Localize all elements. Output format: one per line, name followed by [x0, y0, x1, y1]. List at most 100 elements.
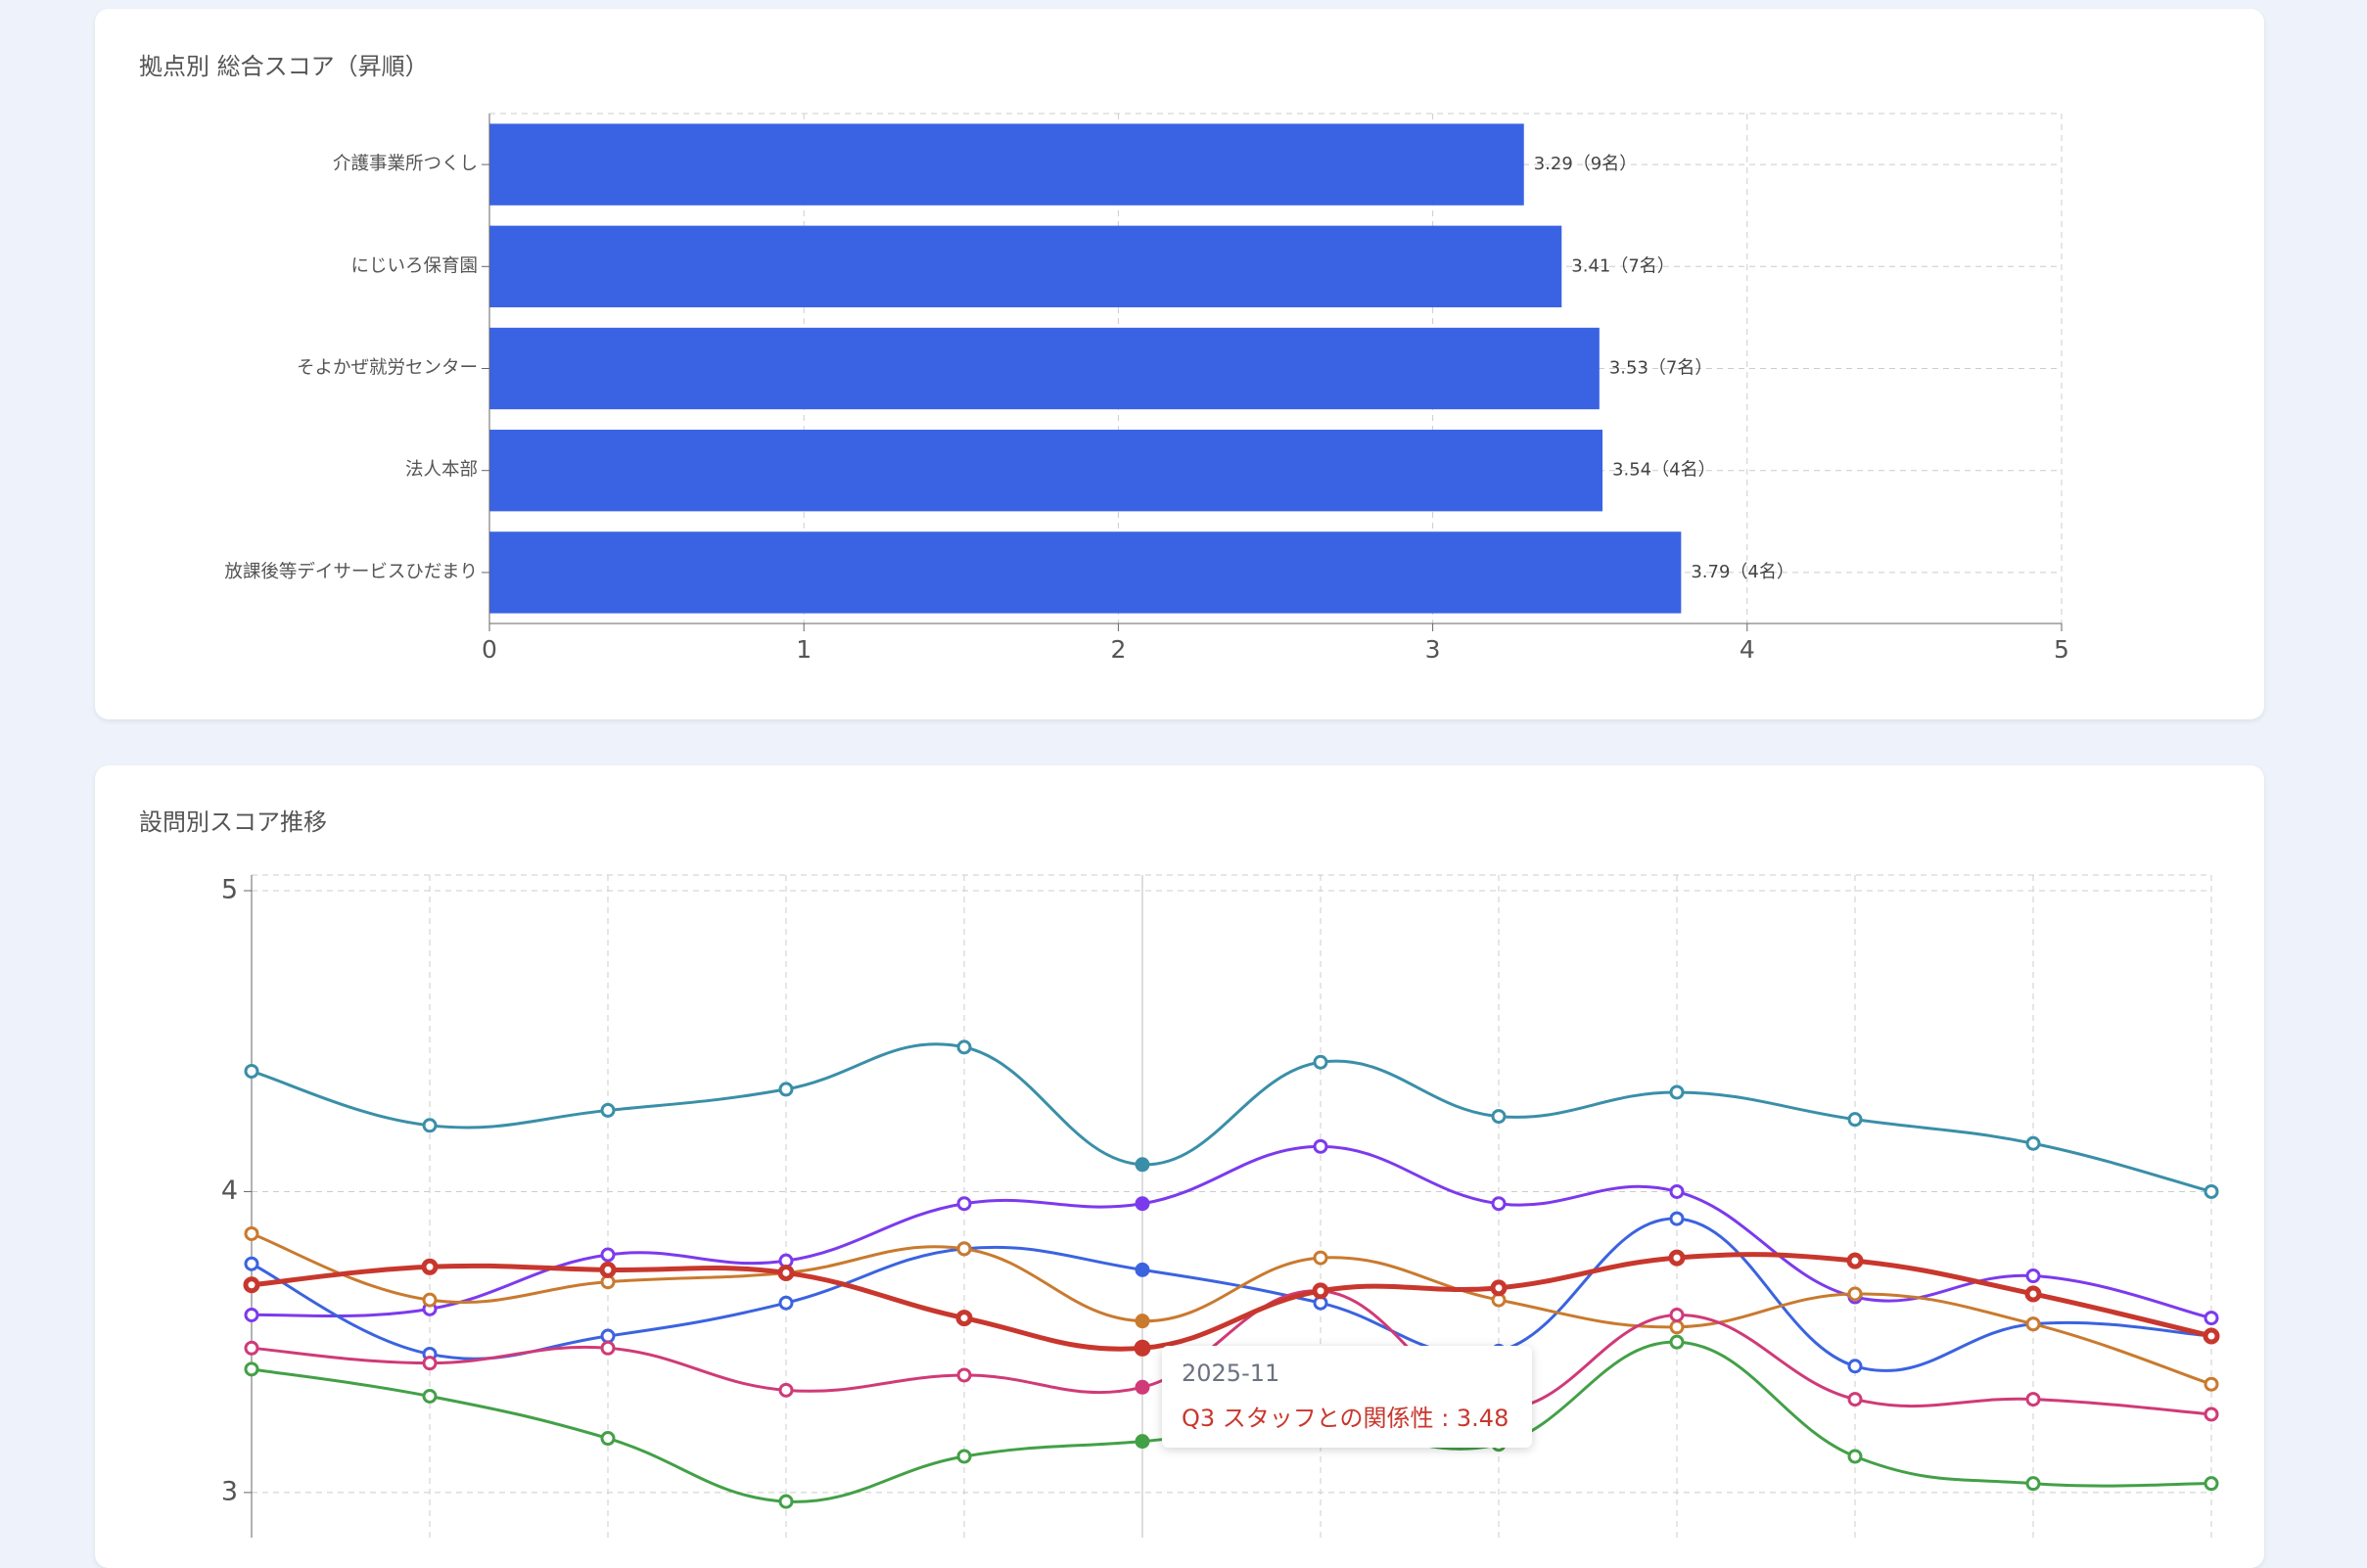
point	[777, 1264, 795, 1281]
y-tick-label: 4	[221, 1176, 238, 1206]
point	[2025, 1268, 2041, 1284]
point	[956, 1196, 972, 1212]
point	[600, 1247, 616, 1263]
point	[244, 1225, 259, 1241]
point	[2025, 1392, 2041, 1407]
point	[1847, 1359, 1863, 1374]
point	[1313, 1054, 1328, 1070]
series-line	[251, 1144, 2212, 1320]
point	[1669, 1307, 1685, 1322]
x-tick-label: 0	[482, 635, 497, 664]
point	[1669, 1084, 1685, 1100]
point	[2025, 1135, 2041, 1151]
point	[778, 1295, 794, 1311]
point	[421, 1258, 439, 1275]
y-tick-label: にじいろ保育園	[350, 255, 478, 276]
value-label: 3.29（9名）	[1534, 154, 1638, 174]
point	[1135, 1314, 1150, 1329]
point	[1312, 1282, 1329, 1300]
y-tick-label: 放課後等デイサービスひだまり	[224, 562, 478, 582]
point	[422, 1118, 438, 1133]
tooltip: 2025-11 Q3 スタッフとの関係性3.48	[1162, 1346, 1532, 1448]
point	[1668, 1249, 1686, 1267]
point	[1847, 1449, 1863, 1464]
point	[244, 1340, 259, 1356]
series-line	[251, 1252, 2212, 1352]
point	[600, 1102, 616, 1118]
point	[1490, 1279, 1508, 1297]
x-tick-label: 2	[1110, 635, 1126, 664]
point	[244, 1307, 259, 1322]
point	[1491, 1109, 1507, 1125]
point	[956, 1039, 972, 1055]
point	[2204, 1183, 2219, 1199]
point	[1847, 1112, 1863, 1128]
point	[244, 1063, 259, 1079]
y-tick-label: 法人本部	[405, 460, 478, 481]
point	[422, 1356, 438, 1371]
tooltip-value: 3.48	[1434, 1405, 1509, 1432]
point	[1313, 1138, 1328, 1154]
point	[955, 1310, 973, 1327]
x-tick-label: 1	[796, 635, 812, 664]
point	[1135, 1262, 1150, 1277]
x-tick-label: 4	[1740, 635, 1755, 664]
point	[2204, 1407, 2219, 1422]
point	[2204, 1311, 2219, 1326]
point	[2025, 1476, 2041, 1492]
series-line	[251, 1042, 2212, 1193]
point	[600, 1328, 616, 1344]
point	[244, 1361, 259, 1377]
point	[1491, 1196, 1507, 1212]
point	[422, 1389, 438, 1405]
point	[2024, 1285, 2042, 1303]
value-label: 3.54（4名）	[1612, 460, 1716, 481]
y-tick-label: そよかぜ就労センター	[297, 358, 478, 379]
point	[1847, 1392, 1863, 1407]
bar	[489, 430, 1603, 512]
point	[1669, 1211, 1685, 1226]
point	[1846, 1252, 1864, 1269]
series-line	[251, 1217, 2212, 1372]
x-tick-label: 5	[2054, 635, 2069, 664]
series-line	[251, 1232, 2212, 1386]
point	[2204, 1476, 2219, 1492]
point	[1669, 1183, 1685, 1199]
point	[1313, 1250, 1328, 1266]
point	[1669, 1334, 1685, 1350]
point	[956, 1449, 972, 1464]
point	[1669, 1319, 1685, 1335]
value-label: 3.53（7名）	[1609, 358, 1713, 379]
y-tick-label: 5	[221, 875, 238, 905]
x-tick-label: 3	[1425, 635, 1441, 664]
point	[778, 1082, 794, 1097]
chart-title: 設問別スコア推移	[139, 808, 327, 836]
tooltip-date: 2025-11	[1182, 1360, 1280, 1387]
point	[778, 1494, 794, 1509]
point	[1135, 1196, 1150, 1212]
point	[243, 1276, 260, 1294]
y-tick-label: 介護事業所つくし	[333, 154, 478, 174]
point	[2204, 1376, 2219, 1392]
point	[422, 1292, 438, 1308]
point	[2025, 1316, 2041, 1332]
point	[1135, 1157, 1150, 1173]
point	[2203, 1327, 2220, 1345]
bar	[489, 531, 1682, 614]
point	[1135, 1379, 1150, 1395]
tooltip-series: Q3 スタッフとの関係性	[1182, 1405, 1434, 1432]
point	[956, 1367, 972, 1383]
point	[956, 1241, 972, 1257]
point	[599, 1261, 617, 1278]
point	[1847, 1286, 1863, 1302]
chart-title: 拠点別 総合スコア（昇順）	[139, 53, 429, 80]
y-tick-label: 3	[221, 1476, 238, 1506]
point	[1135, 1434, 1150, 1450]
value-label: 3.41（7名）	[1571, 255, 1675, 276]
point	[1134, 1339, 1151, 1357]
value-label: 3.79（4名）	[1691, 562, 1794, 582]
tooltip-label: Q3 スタッフとの関係性3.48	[1182, 1399, 1512, 1433]
point	[778, 1382, 794, 1398]
